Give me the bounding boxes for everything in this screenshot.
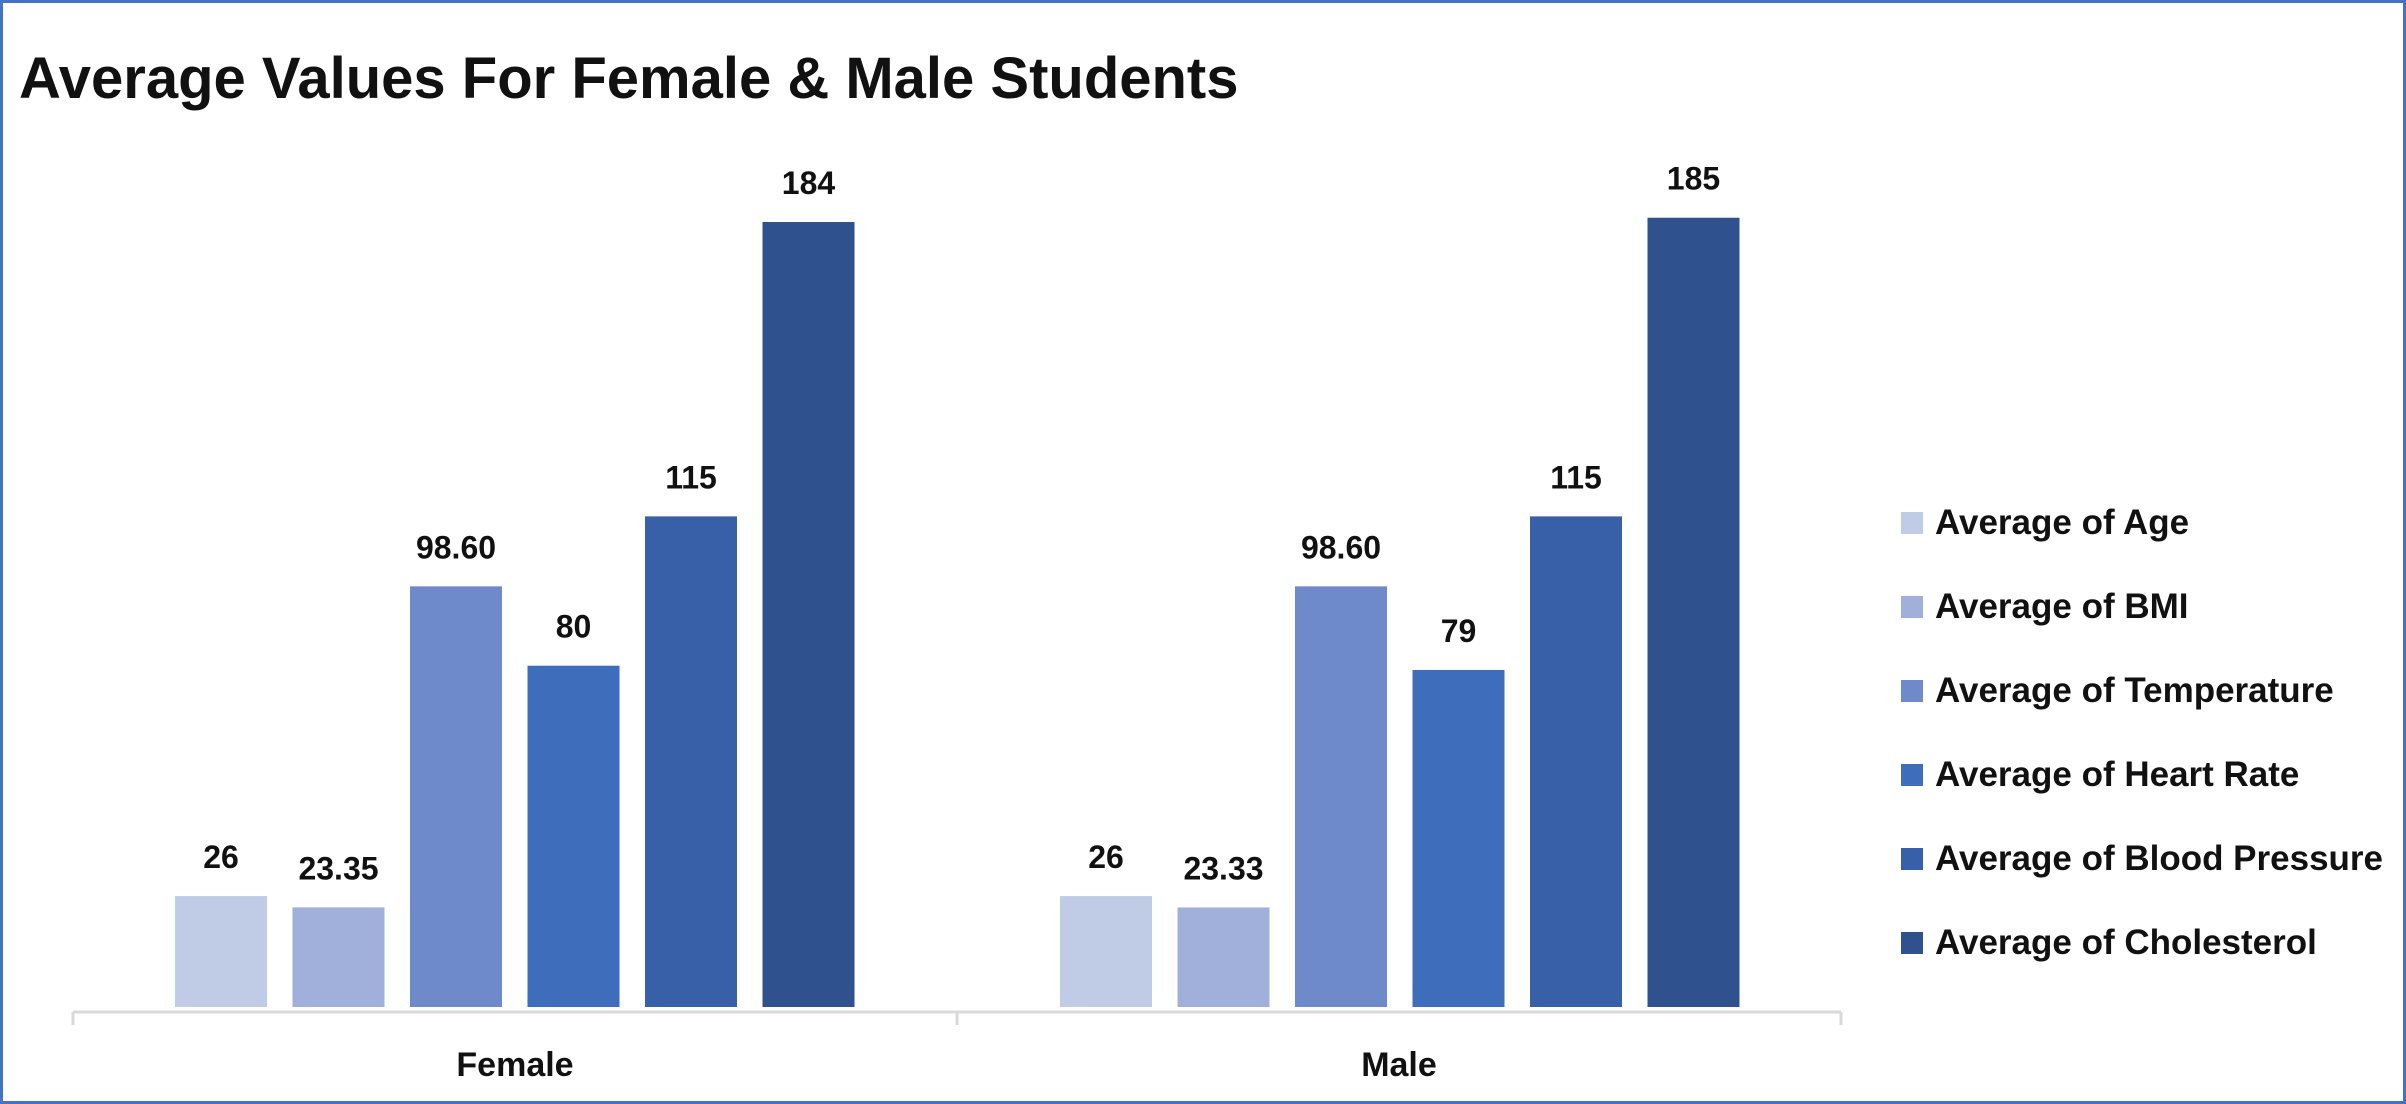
x-tick-label-female: Female xyxy=(456,1046,573,1084)
bar-male-3 xyxy=(1412,669,1505,1007)
chart-plot: 26 26 23.35 23.33 98.60 98.60 80 79 115 115 184 185… xyxy=(71,161,1843,1084)
legend-swatch-0 xyxy=(1901,512,1923,534)
legend-swatch-5 xyxy=(1901,932,1923,954)
legend-item-1: Average of BMI xyxy=(1901,582,2188,632)
chart-title: Average Values For Female & Male Student… xyxy=(19,46,1239,111)
data-label-male-0: 26 xyxy=(1088,839,1124,875)
data-label-female-0: 26 xyxy=(203,839,239,875)
bar-male-1 xyxy=(1177,907,1270,1007)
bar-female-1 xyxy=(292,907,385,1007)
data-label-female-2: 98.60 xyxy=(416,529,496,565)
data-label-male-2: 98.60 xyxy=(1301,529,1381,565)
bar-male-5 xyxy=(1647,217,1740,1007)
legend-item-2: Average of Temperature xyxy=(1901,666,2334,716)
data-label-male-3: 79 xyxy=(1441,613,1477,649)
data-label-male-5: 185 xyxy=(1667,161,1720,197)
legend-swatch-3 xyxy=(1901,764,1923,786)
legend-label-1: Average of BMI xyxy=(1935,587,2189,626)
legend-item-0: Average of Age xyxy=(1901,498,2189,548)
legend-item-3: Average of Heart Rate xyxy=(1901,750,2299,800)
data-label-female-4: 115 xyxy=(665,459,717,495)
data-label-female-3: 80 xyxy=(556,609,592,645)
bar-female-2 xyxy=(410,586,502,1007)
legend-label-4: Average of Blood Pressure xyxy=(1935,839,2384,878)
data-label-male-1: 23.33 xyxy=(1183,850,1263,886)
bar-female-5 xyxy=(762,222,855,1007)
bar-male-2 xyxy=(1295,586,1387,1007)
bar-male-4 xyxy=(1530,516,1622,1007)
bar-female-3 xyxy=(527,665,620,1007)
data-label-female-1: 23.35 xyxy=(298,850,378,886)
bar-female-4 xyxy=(645,516,737,1007)
legend-label-5: Average of Cholesterol xyxy=(1935,923,2317,962)
bar-female-0 xyxy=(175,896,267,1007)
legend-label-2: Average of Temperature xyxy=(1935,671,2334,710)
legend-item-5: Average of Cholesterol xyxy=(1901,918,2317,968)
legend-swatch-4 xyxy=(1901,848,1923,870)
legend-swatch-1 xyxy=(1901,596,1923,618)
legend-item-4: Average of Blood Pressure xyxy=(1901,834,2383,884)
legend-label-3: Average of Heart Rate xyxy=(1935,755,2300,794)
legend-label-0: Average of Age xyxy=(1935,503,2190,542)
legend-swatch-2 xyxy=(1901,680,1923,702)
bar-male-0 xyxy=(1060,896,1152,1007)
data-label-male-4: 115 xyxy=(1550,459,1602,495)
x-tick-label-male: Male xyxy=(1361,1046,1437,1084)
data-label-female-5: 184 xyxy=(782,165,836,201)
